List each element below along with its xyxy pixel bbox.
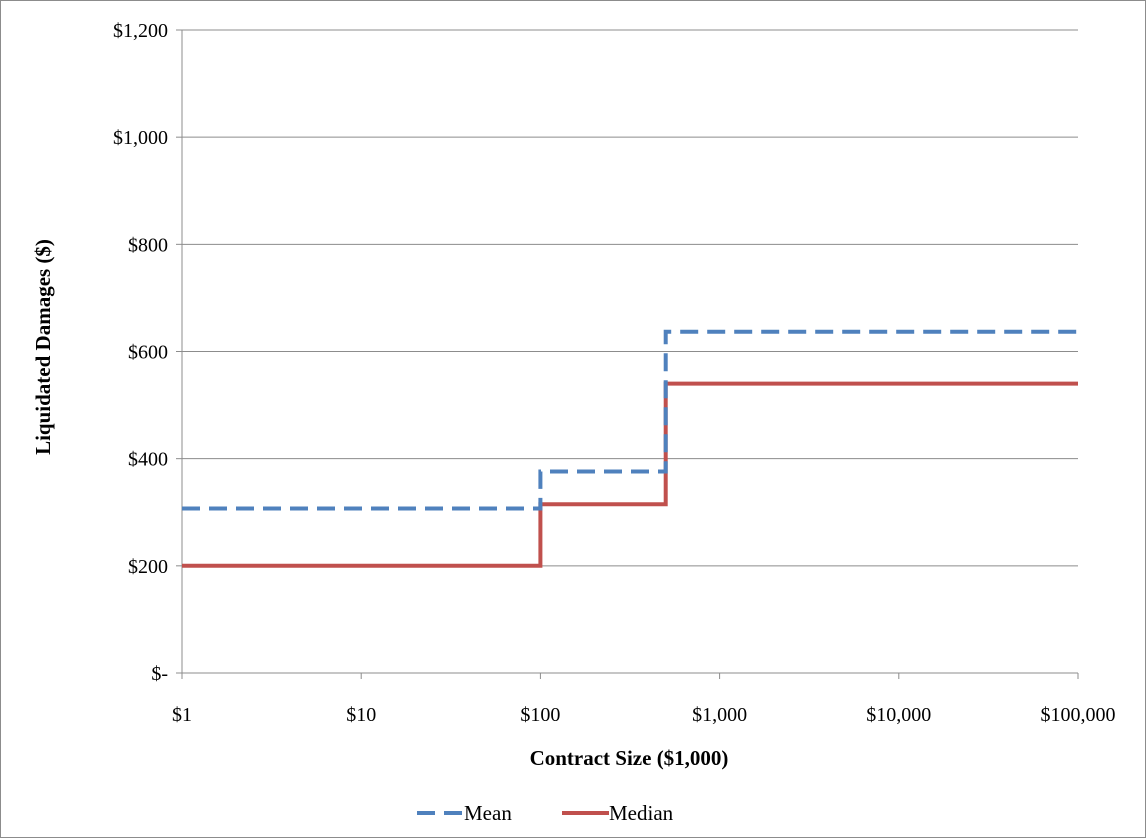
grid-lines [182, 29, 1078, 567]
y-tick-label: $800 [128, 234, 168, 256]
x-axis-title: Contract Size ($1,000) [530, 746, 729, 770]
x-tick-label: $10,000 [866, 704, 931, 726]
series-line-mean [182, 329, 1078, 511]
x-tick-label: $100,000 [1041, 704, 1116, 726]
tick-labels: $- $200 $400 $600 $800 $1,000 $1,200 $1 $10 $100 $… [113, 20, 1116, 726]
x-tick-label: $10 [346, 704, 376, 726]
y-axis-title: Liquidated Damages ($) [31, 239, 55, 455]
y-tick-label: $1,000 [113, 127, 168, 149]
y-tick-label: $600 [128, 342, 168, 364]
axes [176, 29, 1079, 679]
y-tick-label: $1,200 [113, 20, 168, 42]
series-lines [182, 329, 1078, 568]
x-tick-label: $1,000 [692, 704, 747, 726]
y-tick-label: $400 [128, 449, 168, 471]
legend: Mean Median [417, 801, 674, 825]
x-tick-label: $1 [172, 704, 192, 726]
x-tick-label: $100 [520, 704, 560, 726]
legend-median-label: Median [609, 801, 674, 825]
y-tick-label: $- [151, 663, 168, 685]
y-tick-label: $200 [128, 556, 168, 578]
series-line-median [182, 381, 1078, 568]
legend-mean-label: Mean [464, 801, 512, 825]
